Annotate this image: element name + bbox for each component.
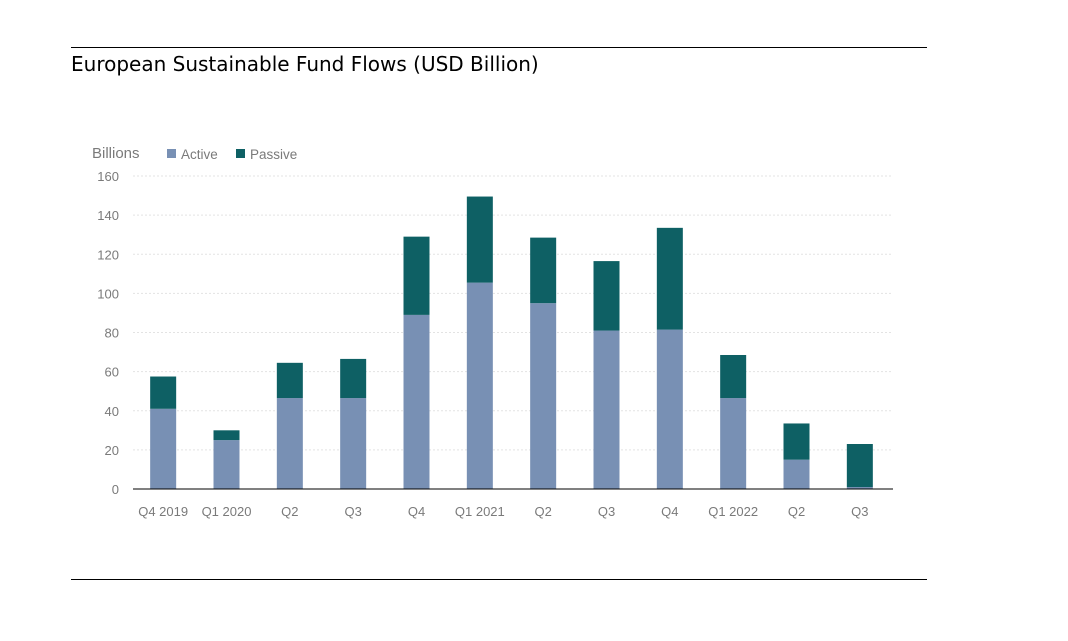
- y-tick-label: 20: [105, 443, 119, 458]
- y-tick-label: 60: [105, 365, 119, 380]
- bar-segment-active: [530, 303, 557, 489]
- legend-swatch: [167, 149, 176, 158]
- x-tick-label: Q1 2022: [708, 504, 758, 519]
- top-rule: [71, 47, 927, 48]
- bar-segment-active: [403, 314, 430, 489]
- bar-segment-passive: [530, 237, 557, 304]
- bar-segment-active: [340, 398, 367, 489]
- x-tick-label: Q3: [851, 504, 868, 519]
- x-tick-label: Q4: [661, 504, 678, 519]
- y-tick-label: 0: [112, 482, 119, 497]
- bottom-rule: [71, 579, 927, 580]
- legend-label: Passive: [250, 147, 297, 162]
- bar-segment-passive: [213, 430, 240, 441]
- bar-segment-active: [593, 330, 620, 489]
- bar-segment-active: [720, 398, 747, 489]
- bar-segment-active: [213, 440, 240, 489]
- bar-segment-active: [846, 487, 873, 489]
- chart-title: European Sustainable Fund Flows (USD Bil…: [71, 52, 539, 76]
- bar-segment-passive: [720, 354, 747, 399]
- x-tick-label: Q2: [534, 504, 551, 519]
- bar-segment-passive: [783, 423, 810, 460]
- x-tick-label: Q1 2021: [455, 504, 505, 519]
- y-tick-label: 80: [105, 326, 119, 341]
- y-tick-label: 120: [97, 247, 119, 262]
- bar-segment-passive: [403, 236, 430, 315]
- x-tick-label: Q1 2020: [202, 504, 252, 519]
- bar-segment-active: [150, 408, 177, 489]
- y-unit-label: Billions: [92, 145, 140, 162]
- x-tick-label: Q3: [344, 504, 361, 519]
- bar-segment-passive: [656, 227, 683, 330]
- bar-segment-active: [783, 459, 810, 489]
- bar-segment-passive: [150, 376, 177, 409]
- bar-segment-passive: [466, 196, 493, 283]
- y-tick-label: 100: [97, 286, 119, 301]
- bar-segment-active: [656, 329, 683, 489]
- bar-segment-passive: [340, 358, 367, 399]
- bar-segment-passive: [846, 444, 873, 488]
- legend-label: Active: [181, 147, 218, 162]
- x-tick-label: Q4: [408, 504, 425, 519]
- x-tick-label: Q3: [598, 504, 615, 519]
- x-tick-label: Q2: [788, 504, 805, 519]
- bar-segment-passive: [276, 362, 303, 399]
- bar-segment-passive: [593, 261, 620, 331]
- x-tick-label: Q2: [281, 504, 298, 519]
- x-tick-label: Q4 2019: [138, 504, 188, 519]
- bar-segment-active: [466, 282, 493, 489]
- y-tick-label: 160: [97, 169, 119, 184]
- y-tick-label: 140: [97, 208, 119, 223]
- y-tick-label: 40: [105, 404, 119, 419]
- legend-swatch: [236, 149, 245, 158]
- bar-segment-active: [276, 398, 303, 489]
